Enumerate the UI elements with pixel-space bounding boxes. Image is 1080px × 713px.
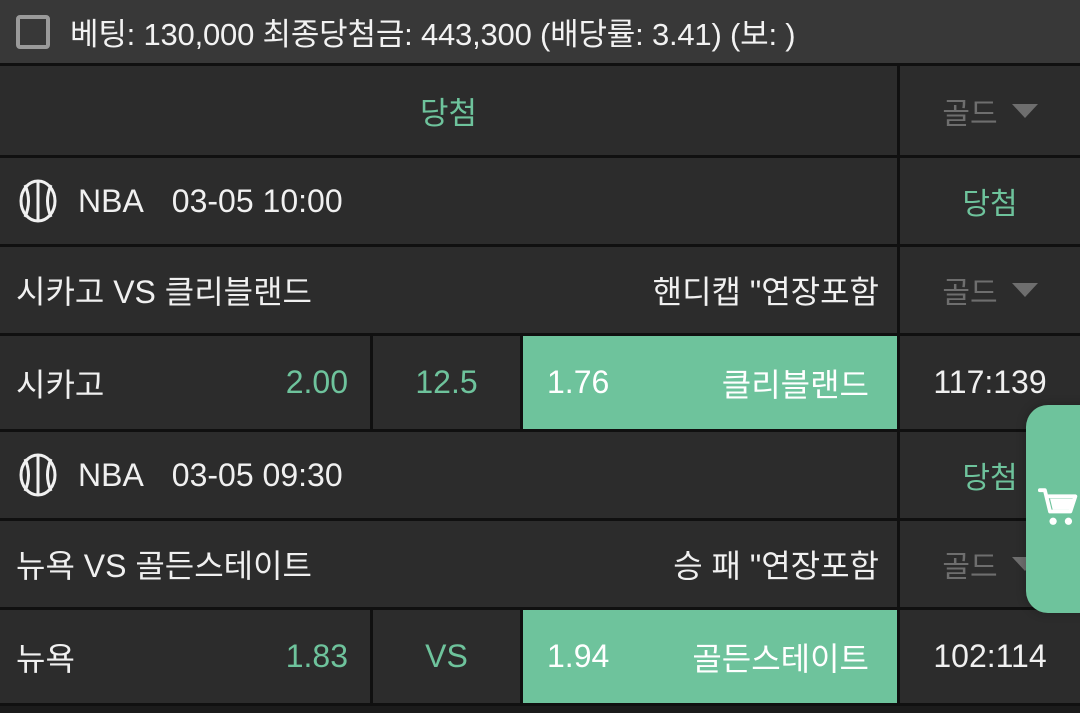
header-filter-region[interactable]: 골드 (897, 66, 1080, 155)
odds-away-value: 1.94 (547, 638, 610, 674)
score-region: 117:139 (897, 336, 1080, 429)
league-name: NBA (78, 182, 144, 219)
odds-away-value: 1.76 (547, 364, 610, 400)
match-tier-dropdown[interactable]: 골드 (942, 268, 1038, 312)
tier-filter-label: 골드 (942, 97, 998, 131)
header-status-label: 당첨 (419, 96, 478, 131)
match-teams: 뉴욕 VS 골든스테이트 (16, 548, 312, 584)
league-status-region: 당첨 (897, 432, 1080, 518)
bet-table: 당첨 골드 NBA (0, 66, 1080, 706)
bet-summary-bar: 베팅: 130,000 최종당첨금: 443,300 (배당률: 3.41) (… (0, 0, 1080, 66)
league-row[interactable]: NBA 03-05 09:30 당첨 (0, 432, 1080, 521)
status-badge: 당첨 (962, 188, 1018, 221)
odds-home-team: 시카고 (16, 366, 105, 403)
header-left-region: 당첨 (0, 66, 897, 155)
league-row[interactable]: NBA 03-05 10:00 당첨 (0, 158, 1080, 247)
odds-cells: 시카고 2.00 12.5 1.76 클리블랜드 (0, 336, 897, 429)
league-name: NBA (78, 456, 144, 493)
match-row[interactable]: 시카고 VS 클리블랜드 핸디캡 "연장포함 골드 (0, 247, 1080, 336)
chevron-down-icon (1011, 103, 1038, 118)
odds-home-value: 2.00 (285, 364, 348, 400)
match-teams: 시카고 VS 클리블랜드 (16, 274, 312, 310)
match-tier-region[interactable]: 골드 (897, 247, 1080, 333)
match-info: 뉴욕 VS 골든스테이트 승 패 "연장포함 (0, 521, 897, 607)
shopping-cart-icon (1037, 486, 1080, 532)
match-tier-label: 골드 (942, 551, 998, 584)
league-info: NBA 03-05 10:00 (0, 158, 897, 244)
bet-select-checkbox[interactable] (16, 14, 50, 49)
match-bet-type: 핸디캡 "연장포함 (652, 274, 879, 310)
league-datetime: 03-05 09:30 (171, 456, 343, 493)
match-tier-dropdown[interactable]: 골드 (942, 542, 1038, 586)
odds-cells: 뉴욕 1.83 VS 1.94 골든스테이트 (0, 610, 897, 703)
match-bet-type: 승 패 "연장포함 (673, 548, 879, 584)
match-tier-region[interactable]: 골드 (897, 521, 1080, 607)
cart-fab-button[interactable] (1026, 405, 1080, 613)
odds-vs-cell: VS (373, 610, 523, 703)
odds-home-value: 1.83 (285, 638, 348, 674)
table-header-row: 당첨 골드 (0, 66, 1080, 158)
league-status-region: 당첨 (897, 158, 1080, 244)
league-datetime: 03-05 10:00 (171, 182, 343, 219)
odds-away-cell-selected[interactable]: 1.94 골든스테이트 (523, 610, 897, 703)
odds-handicap-value: 12.5 (415, 364, 478, 400)
odds-away-team: 클리블랜드 (721, 366, 869, 403)
match-score: 117:139 (933, 364, 1047, 400)
tier-filter-dropdown[interactable]: 골드 (942, 89, 1038, 133)
basketball-icon (16, 179, 60, 223)
odds-away-team: 골든스테이트 (692, 640, 869, 677)
odds-home-cell[interactable]: 뉴욕 1.83 (0, 610, 373, 703)
odds-vs-value: VS (425, 638, 468, 674)
bet-summary-text: 베팅: 130,000 최종당첨금: 443,300 (배당률: 3.41) (… (70, 17, 796, 52)
odds-away-cell-selected[interactable]: 1.76 클리블랜드 (523, 336, 897, 429)
score-region: 102:114 (897, 610, 1080, 703)
odds-home-team: 뉴욕 (16, 640, 75, 677)
chevron-down-icon (1011, 283, 1038, 297)
basketball-icon (16, 453, 60, 497)
league-info: NBA 03-05 09:30 (0, 432, 897, 518)
odds-row: 시카고 2.00 12.5 1.76 클리블랜드 117:139 (0, 336, 1080, 432)
match-info: 시카고 VS 클리블랜드 핸디캡 "연장포함 (0, 247, 897, 333)
odds-handicap-cell: 12.5 (373, 336, 523, 429)
match-tier-label: 골드 (942, 277, 998, 310)
odds-home-cell[interactable]: 시카고 2.00 (0, 336, 373, 429)
odds-row: 뉴욕 1.83 VS 1.94 골든스테이트 102:114 (0, 610, 1080, 706)
match-row[interactable]: 뉴욕 VS 골든스테이트 승 패 "연장포함 골드 (0, 521, 1080, 610)
match-score: 102:114 (933, 638, 1047, 674)
status-badge: 당첨 (962, 462, 1018, 495)
